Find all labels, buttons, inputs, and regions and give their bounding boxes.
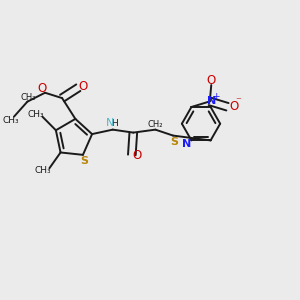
Text: +: + xyxy=(212,92,220,101)
Text: CH₂: CH₂ xyxy=(148,120,163,129)
Text: S: S xyxy=(80,156,88,167)
Text: CH₃: CH₃ xyxy=(34,166,51,175)
Text: N: N xyxy=(207,96,216,106)
Text: S: S xyxy=(170,137,178,147)
Text: CH₃: CH₃ xyxy=(28,110,44,119)
Text: O: O xyxy=(37,82,46,95)
Text: CH₃: CH₃ xyxy=(3,116,20,125)
Text: O: O xyxy=(229,100,239,113)
Text: H: H xyxy=(111,118,118,127)
Text: ⁻: ⁻ xyxy=(236,96,242,106)
Text: O: O xyxy=(206,74,215,87)
Text: CH₂: CH₂ xyxy=(20,93,36,102)
Text: O: O xyxy=(133,149,142,162)
Text: O: O xyxy=(78,80,87,93)
Text: N: N xyxy=(106,118,115,128)
Text: N: N xyxy=(182,139,191,149)
